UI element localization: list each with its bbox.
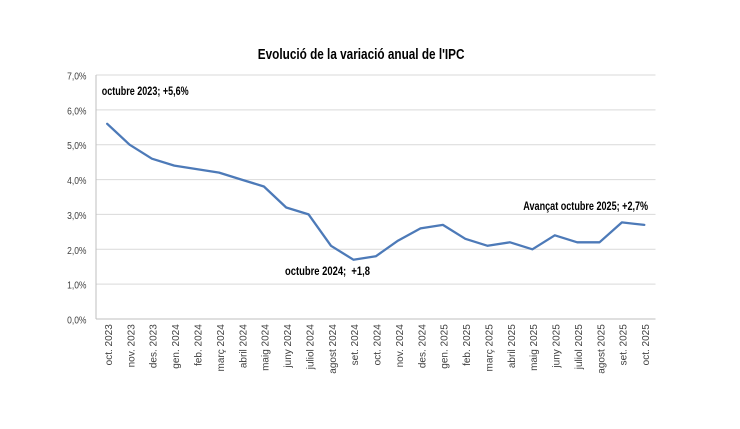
svg-text:abril 2024: abril 2024	[238, 324, 249, 368]
svg-text:6,0%: 6,0%	[67, 106, 86, 117]
svg-text:oct. 2025: oct. 2025	[641, 324, 652, 366]
svg-text:2,0%: 2,0%	[67, 246, 86, 257]
svg-text:des. 2024: des. 2024	[417, 324, 428, 368]
svg-text:Evolució de la variació anual: Evolució de la variació anual de l'IPC	[258, 47, 465, 63]
svg-text:juliol 2025: juliol 2025	[574, 324, 585, 370]
svg-text:abril 2025: abril 2025	[507, 324, 518, 368]
svg-text:oct. 2023: oct. 2023	[104, 324, 115, 366]
svg-text:feb. 2024: feb. 2024	[194, 324, 205, 366]
svg-text:juny 2024: juny 2024	[283, 324, 294, 369]
svg-text:set. 2024: set. 2024	[350, 324, 361, 366]
svg-text:agost 2024: agost 2024	[328, 324, 339, 374]
svg-text:març 2024: març 2024	[216, 324, 227, 372]
svg-text:maig 2024: maig 2024	[261, 324, 272, 371]
svg-text:octubre 2024; +1,8: octubre 2024; +1,8	[285, 264, 370, 278]
svg-text:0,0%: 0,0%	[67, 316, 86, 327]
svg-text:gen. 2025: gen. 2025	[440, 324, 451, 369]
svg-text:4,0%: 4,0%	[67, 176, 86, 187]
svg-text:nov. 2023: nov. 2023	[126, 324, 137, 368]
svg-text:març 2025: març 2025	[484, 324, 495, 372]
svg-text:Avançat octubre 2025; +2,7%: Avançat octubre 2025; +2,7%	[523, 199, 648, 213]
svg-text:agost 2025: agost 2025	[596, 324, 607, 374]
svg-text:juliol 2024: juliol 2024	[305, 324, 316, 370]
svg-text:feb. 2025: feb. 2025	[462, 324, 473, 366]
svg-text:octubre 2023; +5,6%: octubre 2023; +5,6%	[102, 84, 189, 98]
svg-text:gen. 2024: gen. 2024	[171, 324, 182, 369]
svg-text:oct. 2024: oct. 2024	[373, 324, 384, 366]
svg-text:1,0%: 1,0%	[67, 281, 86, 292]
svg-text:7,0%: 7,0%	[67, 72, 86, 83]
svg-text:juny 2025: juny 2025	[552, 324, 563, 369]
svg-text:5,0%: 5,0%	[67, 141, 86, 152]
svg-text:set. 2025: set. 2025	[619, 324, 630, 366]
svg-text:nov. 2024: nov. 2024	[395, 324, 406, 368]
svg-text:des. 2023: des. 2023	[149, 324, 160, 368]
svg-text:maig 2025: maig 2025	[529, 324, 540, 371]
svg-text:3,0%: 3,0%	[67, 211, 86, 222]
